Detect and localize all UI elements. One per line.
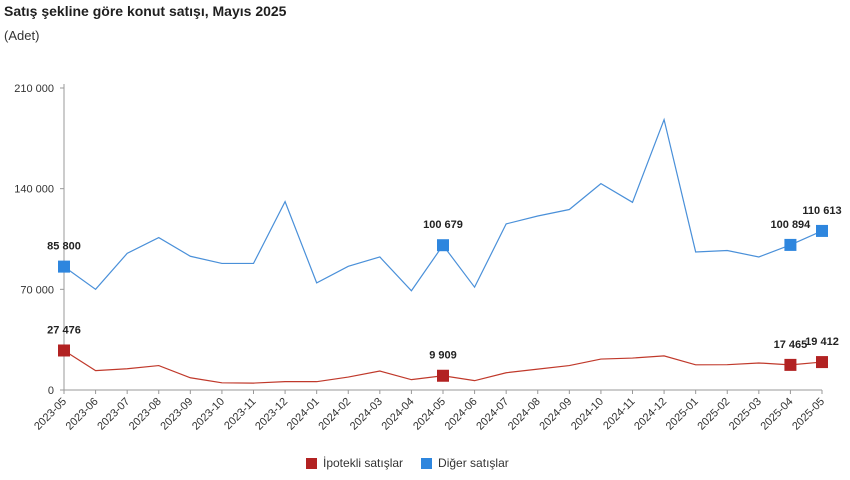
- legend-item-other[interactable]: Diğer satışlar: [421, 456, 509, 470]
- x-tick-label: 2025-04: [759, 396, 796, 433]
- x-tick-label: 2025-05: [790, 396, 827, 433]
- data-label-other: 100 894: [771, 219, 812, 231]
- x-tick-label: 2024-03: [348, 396, 385, 433]
- x-tick-label: 2023-12: [253, 396, 290, 433]
- x-tick-label: 2024-10: [569, 396, 606, 433]
- legend: İpotekli satışlar Diğer satışlar: [306, 456, 509, 470]
- data-label-mortgage: 19 412: [805, 336, 839, 348]
- data-label-mortgage: 17 465: [774, 339, 808, 351]
- x-tick-label: 2024-06: [443, 396, 480, 433]
- x-tick-label: 2024-07: [474, 396, 511, 433]
- data-point-other: [58, 260, 70, 273]
- data-point-other: [816, 224, 828, 237]
- x-tick-label: 2023-08: [127, 396, 164, 433]
- legend-swatch-other: [421, 457, 433, 469]
- x-tick-label: 2023-07: [95, 396, 132, 433]
- x-tick-label: 2023-05: [32, 396, 69, 433]
- x-tick-label: 2024-02: [316, 396, 353, 433]
- x-tick-label: 2023-06: [64, 396, 101, 433]
- data-label-mortgage: 27 476: [47, 324, 81, 336]
- x-tick-label: 2024-12: [632, 396, 669, 433]
- x-tick-label: 2024-09: [537, 396, 574, 433]
- chart-title: Satış şekline göre konut satışı, Mayıs 2…: [4, 3, 287, 19]
- x-tick-label: 2023-10: [190, 396, 227, 433]
- legend-item-mortgage[interactable]: İpotekli satışlar: [306, 456, 403, 470]
- data-point-mortgage: [58, 344, 70, 357]
- x-tick-label: 2025-03: [727, 396, 764, 433]
- legend-swatch-mortgage: [306, 457, 317, 469]
- unit-label: (Adet): [4, 28, 40, 43]
- x-tick-label: 2025-01: [664, 396, 701, 433]
- data-point-other: [784, 238, 797, 251]
- data-label-mortgage: 9 909: [429, 350, 457, 362]
- x-tick-label: 2023-09: [158, 396, 195, 433]
- data-point-mortgage: [784, 358, 797, 371]
- y-tick-label: 0: [48, 385, 54, 397]
- x-tick-label: 2023-11: [222, 396, 258, 432]
- data-point-mortgage: [816, 356, 828, 369]
- y-tick-label: 210 000: [14, 83, 54, 95]
- data-point-mortgage: [437, 369, 449, 382]
- y-tick-label: 70 000: [20, 284, 54, 296]
- data-label-other: 110 613: [802, 205, 841, 217]
- legend-label-mortgage: İpotekli satışlar: [323, 456, 404, 470]
- y-tick-label: 140 000: [14, 184, 54, 196]
- x-tick-label: 2024-08: [506, 396, 543, 433]
- x-tick-label: 2024-11: [601, 396, 637, 432]
- x-tick-label: 2024-05: [411, 396, 448, 433]
- data-label-other: 85 800: [47, 241, 81, 253]
- legend-label-other: Diğer satışlar: [438, 456, 509, 470]
- x-tick-label: 2024-04: [380, 396, 417, 433]
- series-line-other: [63, 117, 823, 292]
- x-tick-label: 2024-01: [285, 396, 322, 433]
- x-tick-label: 2025-02: [695, 396, 732, 433]
- data-point-other: [437, 239, 449, 252]
- data-label-other: 100 679: [423, 219, 463, 231]
